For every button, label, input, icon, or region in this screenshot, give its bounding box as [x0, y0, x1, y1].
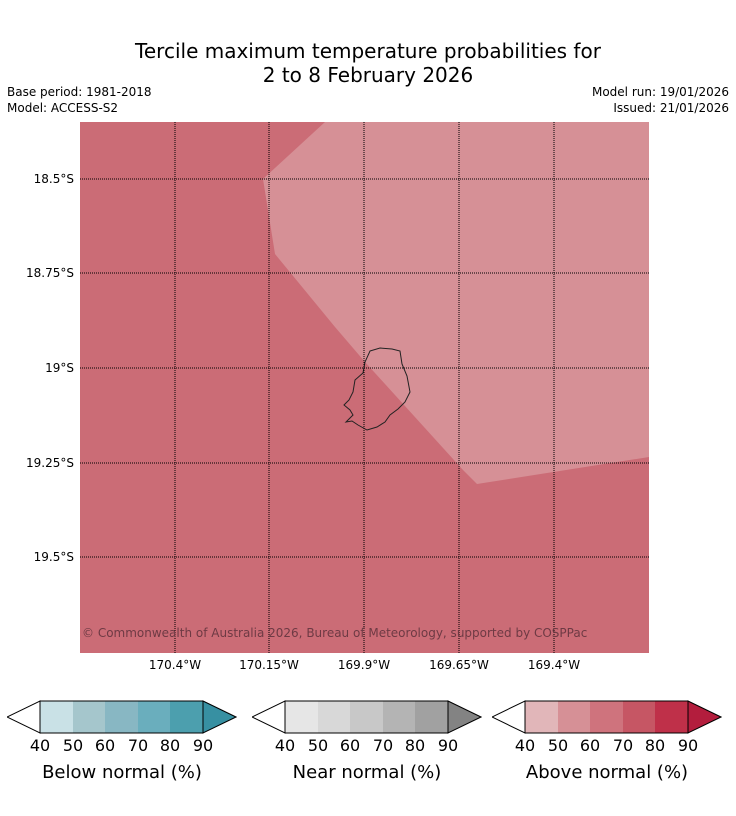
model-text: Model: ACCESS-S2: [7, 101, 119, 115]
page-title-line1: Tercile maximum temperature probabilitie…: [135, 39, 601, 63]
colorbar-near-min-extension: [250, 700, 286, 734]
colorbar-below-tick-70: 70: [127, 736, 149, 755]
colorbar-below-swatch-4: [170, 701, 203, 733]
colorbar-near-swatches: [250, 700, 483, 734]
colorbar-below-max-extension: [202, 700, 238, 734]
lon-label-169-65: 169.65°W: [429, 658, 489, 672]
lon-label-170-4: 170.4°W: [148, 658, 202, 672]
issued-text: Issued: 21/01/2026: [613, 101, 729, 115]
colorbar-below-swatch-2: [105, 701, 138, 733]
colorbar-near-swatch-0: [285, 701, 318, 733]
lon-label-169-4: 169.4°W: [527, 658, 581, 672]
colorbar-near-swatch-2: [350, 701, 383, 733]
lat-label-19-5: 19.5°S: [33, 550, 74, 564]
colorbar-above-swatch-2: [590, 701, 623, 733]
copyright-text: © Commonwealth of Australia 2026, Bureau…: [82, 626, 588, 640]
colorbar-above-swatch-0: [525, 701, 558, 733]
colorbar-near-swatch-1: [318, 701, 350, 733]
colorbar-near-swatch-3: [383, 701, 415, 733]
lat-label-18-5: 18.5°S: [33, 172, 74, 186]
colorbar-above-swatches: [490, 700, 723, 734]
colorbar-above-swatch-4: [655, 701, 688, 733]
colorbar-above-swatch-1: [558, 701, 590, 733]
colorbar-near-tick-90: 90: [437, 736, 459, 755]
colorbar-above-label: Above normal (%): [525, 762, 689, 783]
colorbar-near-tick-60: 60: [339, 736, 361, 755]
page-title-line2: 2 to 8 February 2026: [262, 63, 474, 87]
colorbar-above-max-extension: [687, 700, 723, 734]
lat-label-18-75: 18.75°S: [26, 266, 74, 280]
colorbar-above-tick-90: 90: [677, 736, 699, 755]
colorbar-below-tick-60: 60: [94, 736, 116, 755]
island-outline: [343, 347, 411, 431]
colorbar-above-tick-80: 80: [644, 736, 666, 755]
lon-label-170-15: 170.15°W: [239, 658, 299, 672]
colorbar-below-label: Below normal (%): [42, 762, 202, 783]
colorbar-above: 40 50 60 70 80 90 Above normal (%): [490, 700, 723, 790]
model-run-text: Model run: 19/01/2026: [591, 85, 729, 99]
colorbar-near-label: Near normal (%): [292, 762, 442, 783]
colorbar-near-tick-40: 40: [274, 736, 296, 755]
colorbar-near-tick-50: 50: [307, 736, 329, 755]
colorbar-above-tick-40: 40: [514, 736, 536, 755]
colorbar-above-swatch-3: [623, 701, 655, 733]
probability-map: [80, 122, 649, 653]
gridlines: [80, 122, 649, 653]
colorbar-below-tick-50: 50: [62, 736, 84, 755]
map-lighter-region: [263, 122, 649, 484]
colorbar-above-tick-50: 50: [547, 736, 569, 755]
colorbar-below-swatch-3: [138, 701, 170, 733]
colorbar-above-min-extension: [490, 700, 526, 734]
lon-label-169-9: 169.9°W: [337, 658, 391, 672]
colorbar-below-tick-90: 90: [192, 736, 214, 755]
colorbar-near-swatch-4: [415, 701, 448, 733]
colorbar-below-min-extension: [5, 700, 41, 734]
colorbar-below-tick-80: 80: [159, 736, 181, 755]
colorbar-below: 40 50 60 70 80 90 Below normal (%): [5, 700, 238, 790]
colorbar-below-swatch-1: [73, 701, 105, 733]
colorbar-near-tick-70: 70: [372, 736, 394, 755]
base-period-text: Base period: 1981-2018: [7, 85, 152, 99]
lat-label-19-25: 19.25°S: [26, 456, 74, 470]
lat-label-19: 19°S: [45, 361, 74, 375]
colorbar-near-max-extension: [447, 700, 483, 734]
colorbar-above-tick-70: 70: [612, 736, 634, 755]
colorbar-below-tick-40: 40: [29, 736, 51, 755]
colorbar-near: 40 50 60 70 80 90 Near normal (%): [250, 700, 483, 790]
colorbar-below-swatch-0: [40, 701, 73, 733]
colorbar-near-tick-80: 80: [404, 736, 426, 755]
colorbar-below-swatches: [5, 700, 238, 734]
colorbar-above-tick-60: 60: [579, 736, 601, 755]
